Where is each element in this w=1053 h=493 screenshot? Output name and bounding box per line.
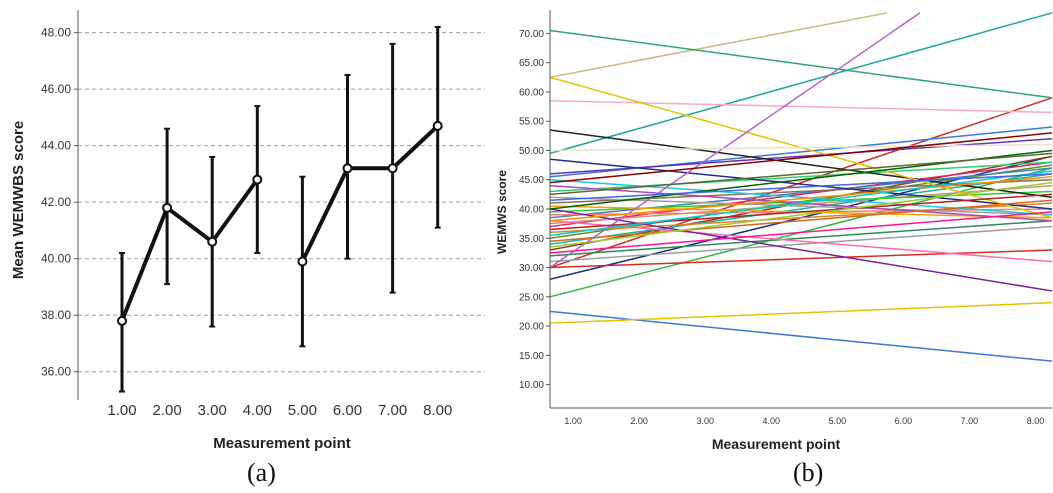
panel-b-participant-line <box>549 161 1053 193</box>
panel-a-series-line <box>120 124 440 322</box>
panel-a-data-point <box>432 120 443 131</box>
panel-b-y-tick-label: 70.00 <box>519 29 544 40</box>
panel-a-y-tick-label: 42.00 <box>41 195 71 209</box>
panel-b-participant-line <box>549 184 1053 225</box>
panel-b-participant-line <box>549 132 1053 184</box>
panel-b-participant-line <box>549 310 1053 362</box>
panel-b-x-tick-label: 1.00 <box>564 416 582 426</box>
panel-a-gridlines <box>74 32 485 373</box>
panel-a-y-tick-label: 44.00 <box>41 139 71 153</box>
panel-a-y-tick-label: 46.00 <box>41 82 71 96</box>
panel-b-participant-line <box>549 143 1053 152</box>
panel-a-x-tick-label: 4.00 <box>243 402 272 419</box>
panel-b-participant-line <box>549 176 1053 222</box>
panel-b-y-tick-label: 45.00 <box>519 175 544 186</box>
panel-a-y-tick-labels: 36.00 38.00 40.00 42.00 44.00 46.00 48.00 <box>41 26 71 379</box>
panel-b-x-tick-labels: 1.00 2.00 3.00 4.00 5.00 6.00 7.00 8.00 <box>564 416 1044 426</box>
panel-a-x-tick-label: 5.00 <box>288 402 317 419</box>
panel-a-mean-line-segment <box>300 124 440 263</box>
panel-b-participant-line <box>549 208 1053 292</box>
panel-b-caption: (b) <box>793 458 824 487</box>
panel-b-participant-line <box>549 219 1053 257</box>
panel-b-participant-line <box>549 12 921 269</box>
panel-b-participant-line <box>549 193 1053 231</box>
panel-a-points <box>117 120 443 326</box>
panel-b-participant-line <box>549 99 1053 114</box>
panel-b-x-tick-label: 8.00 <box>1027 416 1045 426</box>
panel-a-caption: (a) <box>247 458 276 487</box>
panel-b-y-tick-label: 25.00 <box>519 292 544 303</box>
panel-b-participant-line <box>549 196 1053 216</box>
panel-b-participant-line <box>549 12 888 79</box>
panel-b-participant-line <box>549 152 1053 196</box>
panel-b-x-tick-label: 5.00 <box>829 416 847 426</box>
panel-b-x-tick-label: 6.00 <box>895 416 913 426</box>
panel-b-y-tick-label: 60.00 <box>519 87 544 98</box>
panel-b-x-tick-label: 7.00 <box>961 416 979 426</box>
panel-a-data-point <box>117 315 127 326</box>
panel-b-y-axis-label: WEMWS score <box>495 170 509 254</box>
panel-a-mean-line-segment <box>120 178 259 322</box>
panel-b-participant-line <box>549 12 1053 155</box>
panel-a-x-tick-label: 2.00 <box>152 402 181 419</box>
panel-a-data-point <box>252 174 263 185</box>
panel-b-participant-line <box>549 249 1053 269</box>
panel-a-data-point <box>342 163 353 174</box>
panel-a-y-tick-label: 40.00 <box>41 252 71 266</box>
panel-b-y-tick-label: 30.00 <box>519 263 544 274</box>
panel-b-participant-line <box>549 97 1053 269</box>
panel-a-x-tick-label: 7.00 <box>378 402 407 419</box>
panel-b-y-tick-labels: 10.00 15.00 20.00 25.00 30.00 35.00 40.00 45.00… <box>519 29 544 391</box>
panel-b-participant-line <box>549 129 1053 199</box>
panel-b-participant-line <box>549 29 1053 99</box>
panel-b-individual-lines <box>549 12 1053 362</box>
panel-a-x-axis-label: Measurement point <box>213 435 351 452</box>
panel-b-chart: 10.00 15.00 20.00 25.00 30.00 35.00 40.00 45.00… <box>495 10 1053 452</box>
panel-a-y-tick-label: 36.00 <box>41 365 71 379</box>
panel-b-y-tick-label: 35.00 <box>519 234 544 245</box>
panel-b-y-tick-label: 50.00 <box>519 146 544 157</box>
panel-b-axes <box>546 10 1052 409</box>
panel-b-participant-line <box>549 181 1053 248</box>
panel-b-x-tick-label: 4.00 <box>763 416 781 426</box>
panel-a-data-point <box>207 236 218 247</box>
panel-a-x-tick-label: 3.00 <box>198 402 227 419</box>
panel-b-y-tick-label: 65.00 <box>519 58 544 69</box>
panel-a-data-point <box>387 163 398 174</box>
panel-a-x-tick-label: 8.00 <box>423 402 452 419</box>
panel-b-x-tick-label: 3.00 <box>696 416 714 426</box>
panel-b-x-axis-label: Measurement point <box>712 436 841 452</box>
panel-a-y-axis-label: Mean WEMWBS score <box>10 121 27 279</box>
panel-b-y-tick-label: 10.00 <box>519 380 544 391</box>
panel-b-participant-line <box>549 301 1053 324</box>
panel-a-x-tick-label: 1.00 <box>107 402 136 419</box>
panel-a-x-tick-label: 6.00 <box>333 402 362 419</box>
panel-b-participant-line <box>549 199 1053 242</box>
panel-a-y-tick-label: 48.00 <box>41 26 71 40</box>
panel-b-y-tick-label: 40.00 <box>519 205 544 216</box>
panel-b-participant-line <box>549 178 1053 216</box>
panel-b-participant-line <box>549 225 1053 263</box>
panel-b-x-tick-label: 2.00 <box>630 416 648 426</box>
panel-a-chart: 36.00 38.00 40.00 42.00 44.00 46.00 48.00 1.00… <box>10 10 485 452</box>
panel-b-y-tick-label: 20.00 <box>519 322 544 333</box>
panel-b-participant-line <box>549 211 1053 254</box>
panel-a-x-tick-labels: 1.00 2.00 3.00 4.00 5.00 6.00 7.00 8.00 <box>107 402 452 419</box>
panel-a-data-point <box>162 202 173 213</box>
panel-a-data-point <box>297 256 308 267</box>
panel-b-participant-line <box>549 161 1053 228</box>
panel-b-y-tick-label: 55.00 <box>519 117 544 128</box>
panel-b-y-tick-label: 15.00 <box>519 351 544 362</box>
panel-a-y-tick-label: 38.00 <box>41 308 71 322</box>
panel-b-participant-line <box>549 138 1053 175</box>
panel-b-participant-line <box>549 219 1053 263</box>
panel-b-participant-line <box>549 170 1053 237</box>
panel-b-participant-line <box>549 173 1053 201</box>
